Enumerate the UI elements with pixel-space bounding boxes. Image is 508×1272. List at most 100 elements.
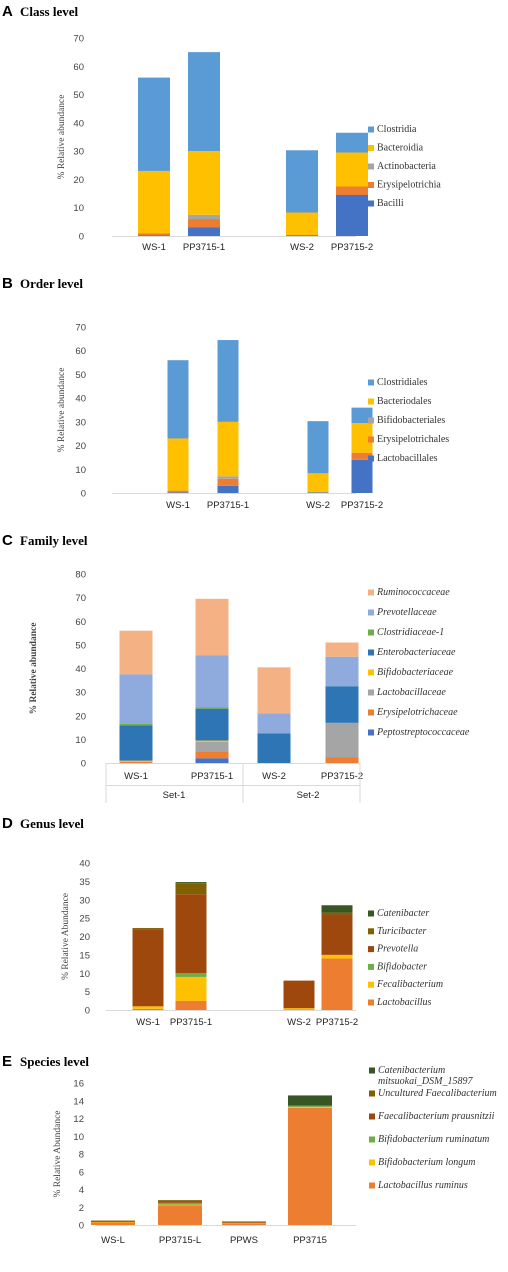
bar-segment-catenibacterium-mitsuokai-dsm-15897 — [288, 1095, 332, 1106]
y-tick-label: 20 — [73, 175, 84, 186]
legend-label: Turicibacter — [377, 926, 427, 937]
bar-segment-bacteroidia — [336, 152, 368, 187]
bar-segment-clostridiales — [351, 407, 373, 424]
x-category-label: WS-2 — [306, 500, 330, 511]
x-category-label: PP3715-1 — [191, 771, 233, 782]
y-tick-label: 40 — [75, 394, 86, 405]
legend-swatch — [368, 629, 374, 636]
bar-segment-fecalibacterium — [283, 1008, 315, 1010]
legend-label: Bifidobacterium longum — [378, 1157, 476, 1168]
bar-segment-bacilli — [336, 194, 368, 236]
bar-segment-lactobacillus-ruminus — [288, 1107, 332, 1225]
bar-segment-lactobacillaceae — [325, 722, 359, 758]
bar-segment-lactobacillus-ruminus — [91, 1222, 135, 1225]
bar-segment-faecalibacterium-prausnitzii — [222, 1221, 266, 1223]
bar-segment-uncultured-faecalibacterium — [158, 1200, 202, 1202]
legend-label-line: mitsuokai_DSM_15897 — [378, 1076, 473, 1087]
bar-segment-catenibacter — [175, 882, 207, 884]
bar-segment-bacteriodales — [167, 438, 189, 491]
bar-segment-bacteroidia — [286, 212, 318, 236]
legend-label: Enterobacteriaceae — [376, 647, 456, 658]
y-tick-label: 15 — [79, 950, 90, 961]
bar-segment-erysipelotrichia — [188, 219, 220, 228]
y-tick-label: 60 — [75, 346, 86, 357]
legend-swatch — [368, 126, 374, 133]
legend-swatch — [368, 589, 374, 596]
bar-segment-lactobacillus-ruminus — [222, 1223, 266, 1225]
bar-segment-lactobacillus — [175, 1000, 207, 1010]
y-axis-label: % Relative Abundance — [61, 893, 71, 980]
legend-label: Clostridia — [377, 124, 417, 135]
x-category-label: PP3715 — [293, 1235, 327, 1246]
bar-segment-clostridiaceae-1 — [195, 707, 229, 709]
bar-segment-bifidobacterium-ruminatum — [158, 1202, 202, 1205]
legend-swatch — [369, 1067, 375, 1074]
y-tick-label: 40 — [75, 664, 86, 675]
x-category-label: PPWS — [230, 1235, 258, 1246]
legend-swatch — [368, 729, 374, 736]
y-tick-label: 5 — [85, 987, 90, 998]
x-category-label: PP3715-2 — [316, 1017, 358, 1028]
bar-segment-bacilli — [286, 235, 318, 236]
chart-panel-e: E Species level 0 2 4 6 8 10 12 14 16 % Relative Ab… — [2, 1053, 497, 1246]
x-category-label: PP3715-L — [159, 1235, 201, 1246]
y-tick-label: 30 — [75, 688, 86, 699]
bar-segment-lactobacillales — [217, 485, 239, 493]
bar-segment-prevotellaceae — [325, 656, 359, 687]
bar-segment-fecalibacterium — [321, 954, 353, 959]
bar-segment-actinobacteria — [188, 214, 220, 220]
panel-title: Genus level — [20, 816, 84, 831]
bar-segment-clostridiales — [167, 360, 189, 439]
legend-label: Lactobacillus — [376, 997, 432, 1008]
bar-segment-bifidobacteriaceae — [195, 740, 229, 742]
bar-segment-lactobacillus — [283, 1009, 315, 1010]
bar-segment-erysipelotrichia — [138, 233, 170, 236]
bar-segment-enterobacteriaceae — [195, 708, 229, 741]
legend-swatch — [368, 689, 374, 696]
x-category-label: WS-1 — [166, 500, 190, 511]
bar-segment-ruminococcaceae — [195, 598, 229, 656]
y-tick-label: 6 — [79, 1167, 84, 1178]
bar-segment-erysipelotrichales — [351, 452, 373, 460]
legend-swatch — [368, 981, 374, 988]
bar-segment-prevotellaceae — [195, 655, 229, 708]
y-tick-label: 50 — [73, 90, 84, 101]
y-tick-label: 10 — [73, 203, 84, 214]
x-category-label: PP3715-2 — [341, 500, 383, 511]
bar-segment-prevotella — [132, 929, 164, 1007]
legend-label: Prevotella — [376, 944, 418, 955]
bar-segment-lactobacillus — [132, 1008, 164, 1010]
bar-segment-erysipelotrichaceae — [325, 757, 359, 763]
legend-label: Lactobacillaceae — [376, 687, 446, 698]
x-category-label: WS-1 — [136, 1017, 160, 1028]
legend-label: Catenibacter — [377, 908, 429, 919]
legend-label: Ruminococcaceae — [376, 587, 450, 598]
legend-swatch — [368, 455, 374, 462]
x-category-label: WS-2 — [262, 771, 286, 782]
chart-panel-a: A Class level 0 10 20 30 40 50 60 70 % Relative ab… — [2, 3, 441, 253]
y-tick-label: 60 — [75, 617, 86, 628]
bar-segment-clostridiales — [307, 421, 329, 474]
y-axis-label: % Relative abundance — [57, 95, 67, 180]
legend-swatch — [368, 999, 374, 1006]
y-tick-label: 30 — [79, 895, 90, 906]
panel-letter: B — [2, 275, 13, 292]
y-tick-label: 35 — [79, 877, 90, 888]
bar-segment-turicibacter — [132, 928, 164, 930]
legend-swatch — [368, 379, 374, 386]
bar-segment-bacilli — [188, 227, 220, 236]
legend-label: Actinobacteria — [377, 161, 436, 172]
y-tick-label: 0 — [79, 1221, 84, 1232]
y-tick-label: 10 — [75, 465, 86, 476]
legend-label: Prevotellaceae — [376, 607, 437, 618]
bar-segment-ruminococcaceae — [325, 642, 359, 657]
legend-label: Erysipelotrichales — [377, 434, 449, 445]
legend-swatch — [368, 436, 374, 443]
legend-label: Bacteroidia — [377, 143, 424, 154]
panel-title: Order level — [20, 276, 83, 291]
bar-segment-lactobacillus-ruminus — [158, 1205, 202, 1225]
bar-segment-bacteroidia — [138, 170, 170, 234]
y-tick-label: 14 — [73, 1096, 84, 1107]
y-tick-label: 10 — [75, 735, 86, 746]
y-tick-label: 8 — [79, 1150, 84, 1161]
